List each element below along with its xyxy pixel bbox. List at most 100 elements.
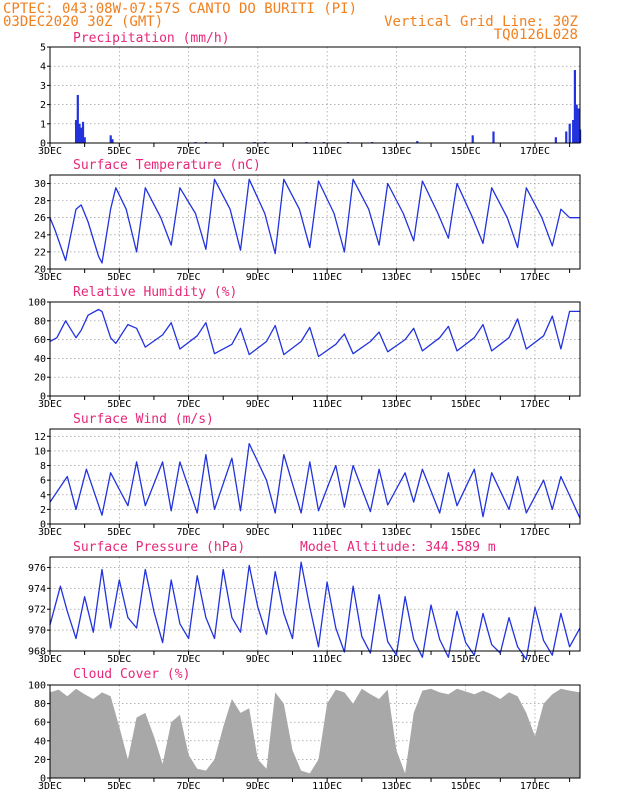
y-tick-label: 12	[34, 432, 46, 443]
y-tick-label: 28	[34, 196, 46, 207]
panel-relative-humidity: 0 20 40 60 80 100 3DEC 5DEC 7DEC 9DEC 11DEC 13DEC 15…	[28, 285, 581, 410]
x-tick-label: 7DEC	[177, 781, 201, 792]
precip-bar	[573, 70, 577, 143]
x-tick-label: 7DEC	[177, 146, 201, 157]
precip-bar	[577, 108, 580, 143]
x-tick-label: 11DEC	[312, 781, 342, 792]
x-tick-label: 3DEC	[38, 399, 62, 410]
precip-bar	[492, 131, 495, 143]
y-tick-label: 26	[34, 213, 46, 224]
precip-bar	[109, 135, 112, 143]
x-tick-label: 13DEC	[381, 654, 411, 665]
panel-title: Cloud Cover (%)	[73, 667, 190, 682]
panel-title: Surface Pressure (hPa)	[73, 540, 245, 555]
x-tick-label: 5DEC	[107, 654, 131, 665]
y-tick-label: 0	[40, 139, 46, 150]
x-tick-label: 5DEC	[107, 146, 131, 157]
x-tick-label: 3DEC	[38, 272, 62, 283]
y-tick-label: 5	[40, 43, 46, 54]
y-tick-label: 80	[34, 316, 46, 327]
y-tick-label: 100	[28, 681, 46, 692]
x-tick-label: 17DEC	[520, 781, 550, 792]
y-tick-label: 974	[28, 584, 46, 595]
panel-surface-temperature: 20 22 24 26 28 30 3DEC 5DEC 7DEC 9DEC 11DEC 13DEC 15…	[34, 158, 581, 283]
y-tick-label: 10	[34, 446, 46, 457]
x-tick-label: 9DEC	[246, 654, 270, 665]
precip-bar	[565, 131, 568, 143]
surface-wind-line	[49, 442, 581, 519]
x-tick-label: 5DEC	[107, 272, 131, 283]
panel-cloud-cover: 0 20 40 60 80 100 3DEC 5DEC 7DEC 9DEC 11DEC 13DEC 15…	[28, 667, 581, 792]
y-tick-label: 0	[40, 392, 46, 403]
x-tick-label: 3DEC	[38, 527, 62, 538]
x-tick-label: 17DEC	[520, 527, 550, 538]
x-tick-label: 11DEC	[312, 527, 342, 538]
surface-pressure-line	[49, 561, 581, 661]
x-tick-label: 13DEC	[381, 781, 411, 792]
panel-title: Precipitation (mm/h)	[73, 31, 230, 46]
x-tick-label: 17DEC	[520, 272, 550, 283]
panel-title: Surface Wind (m/s)	[73, 412, 214, 427]
y-tick-label: 976	[28, 563, 46, 574]
x-tick-label: 17DEC	[520, 146, 550, 157]
y-tick-label: 4	[40, 490, 46, 501]
y-tick-label: 40	[34, 736, 46, 747]
x-tick-label: 15DEC	[451, 781, 481, 792]
precip-bar	[554, 137, 557, 143]
y-tick-label: 1	[40, 119, 46, 130]
x-tick-label: 13DEC	[381, 527, 411, 538]
y-tick-label: 968	[28, 647, 46, 658]
panel-surface-pressure: 968 970 972 974 976 3DEC 5DEC 7DEC 9DEC 11DEC 13DE…	[28, 540, 581, 665]
x-tick-label: 9DEC	[246, 146, 270, 157]
x-tick-label: 3DEC	[38, 781, 62, 792]
precip-bar	[568, 123, 571, 143]
precip-bar	[80, 127, 83, 143]
cloud-cover-area	[50, 688, 580, 778]
panel-frame	[49, 301, 581, 397]
x-tick-label: 13DEC	[381, 399, 411, 410]
header-location: CPTEC: 043:08W-07:57S CANTO DO BURITI (P…	[3, 1, 357, 17]
x-tick-label: 3DEC	[38, 654, 62, 665]
precip-bar	[76, 95, 79, 143]
x-tick-label: 7DEC	[177, 272, 201, 283]
header-grid-note: Vertical Grid Line: 30Z	[384, 14, 578, 30]
panel-title: Surface Temperature (nC)	[73, 158, 261, 173]
x-tick-label: 9DEC	[246, 399, 270, 410]
x-tick-label: 15DEC	[451, 654, 481, 665]
x-tick-label: 13DEC	[381, 272, 411, 283]
y-tick-label: 60	[34, 335, 46, 346]
x-tick-label: 7DEC	[177, 527, 201, 538]
x-tick-label: 5DEC	[107, 399, 131, 410]
y-tick-label: 20	[34, 755, 46, 766]
x-tick-label: 15DEC	[451, 146, 481, 157]
precip-bar	[471, 135, 474, 143]
y-tick-label: 972	[28, 605, 46, 616]
x-tick-label: 7DEC	[177, 654, 201, 665]
x-tick-label: 5DEC	[107, 527, 131, 538]
panel-frame	[49, 556, 581, 652]
precip-bar	[74, 119, 78, 143]
y-tick-label: 80	[34, 699, 46, 710]
precip-bar	[111, 139, 114, 143]
y-tick-label: 22	[34, 247, 46, 258]
y-tick-label: 2	[40, 100, 46, 111]
panel-frame	[49, 174, 581, 270]
y-tick-label: 60	[34, 718, 46, 729]
precip-bar	[81, 121, 85, 143]
panel-surface-wind: 0 2 4 6 8 10 12 3DEC 5DEC 7DEC 9DEC 11DEC 13DEC 15DEC…	[34, 412, 581, 538]
y-tick-label: 24	[34, 230, 46, 241]
model-altitude-annotation: Model Altitude: 344.589 m	[300, 540, 496, 555]
panel-frame	[49, 428, 581, 525]
panel-frame	[49, 684, 581, 779]
precip-bar	[416, 141, 419, 143]
x-tick-label: 17DEC	[520, 399, 550, 410]
x-tick-label: 11DEC	[312, 272, 342, 283]
header-run-date: 03DEC2020 30Z (GMT)	[3, 14, 163, 30]
x-tick-label: 15DEC	[451, 527, 481, 538]
x-tick-label: 11DEC	[312, 399, 342, 410]
y-tick-label: 100	[28, 298, 46, 309]
precip-bar	[78, 123, 81, 143]
x-tick-label: 9DEC	[246, 272, 270, 283]
precip-bar	[575, 104, 578, 143]
